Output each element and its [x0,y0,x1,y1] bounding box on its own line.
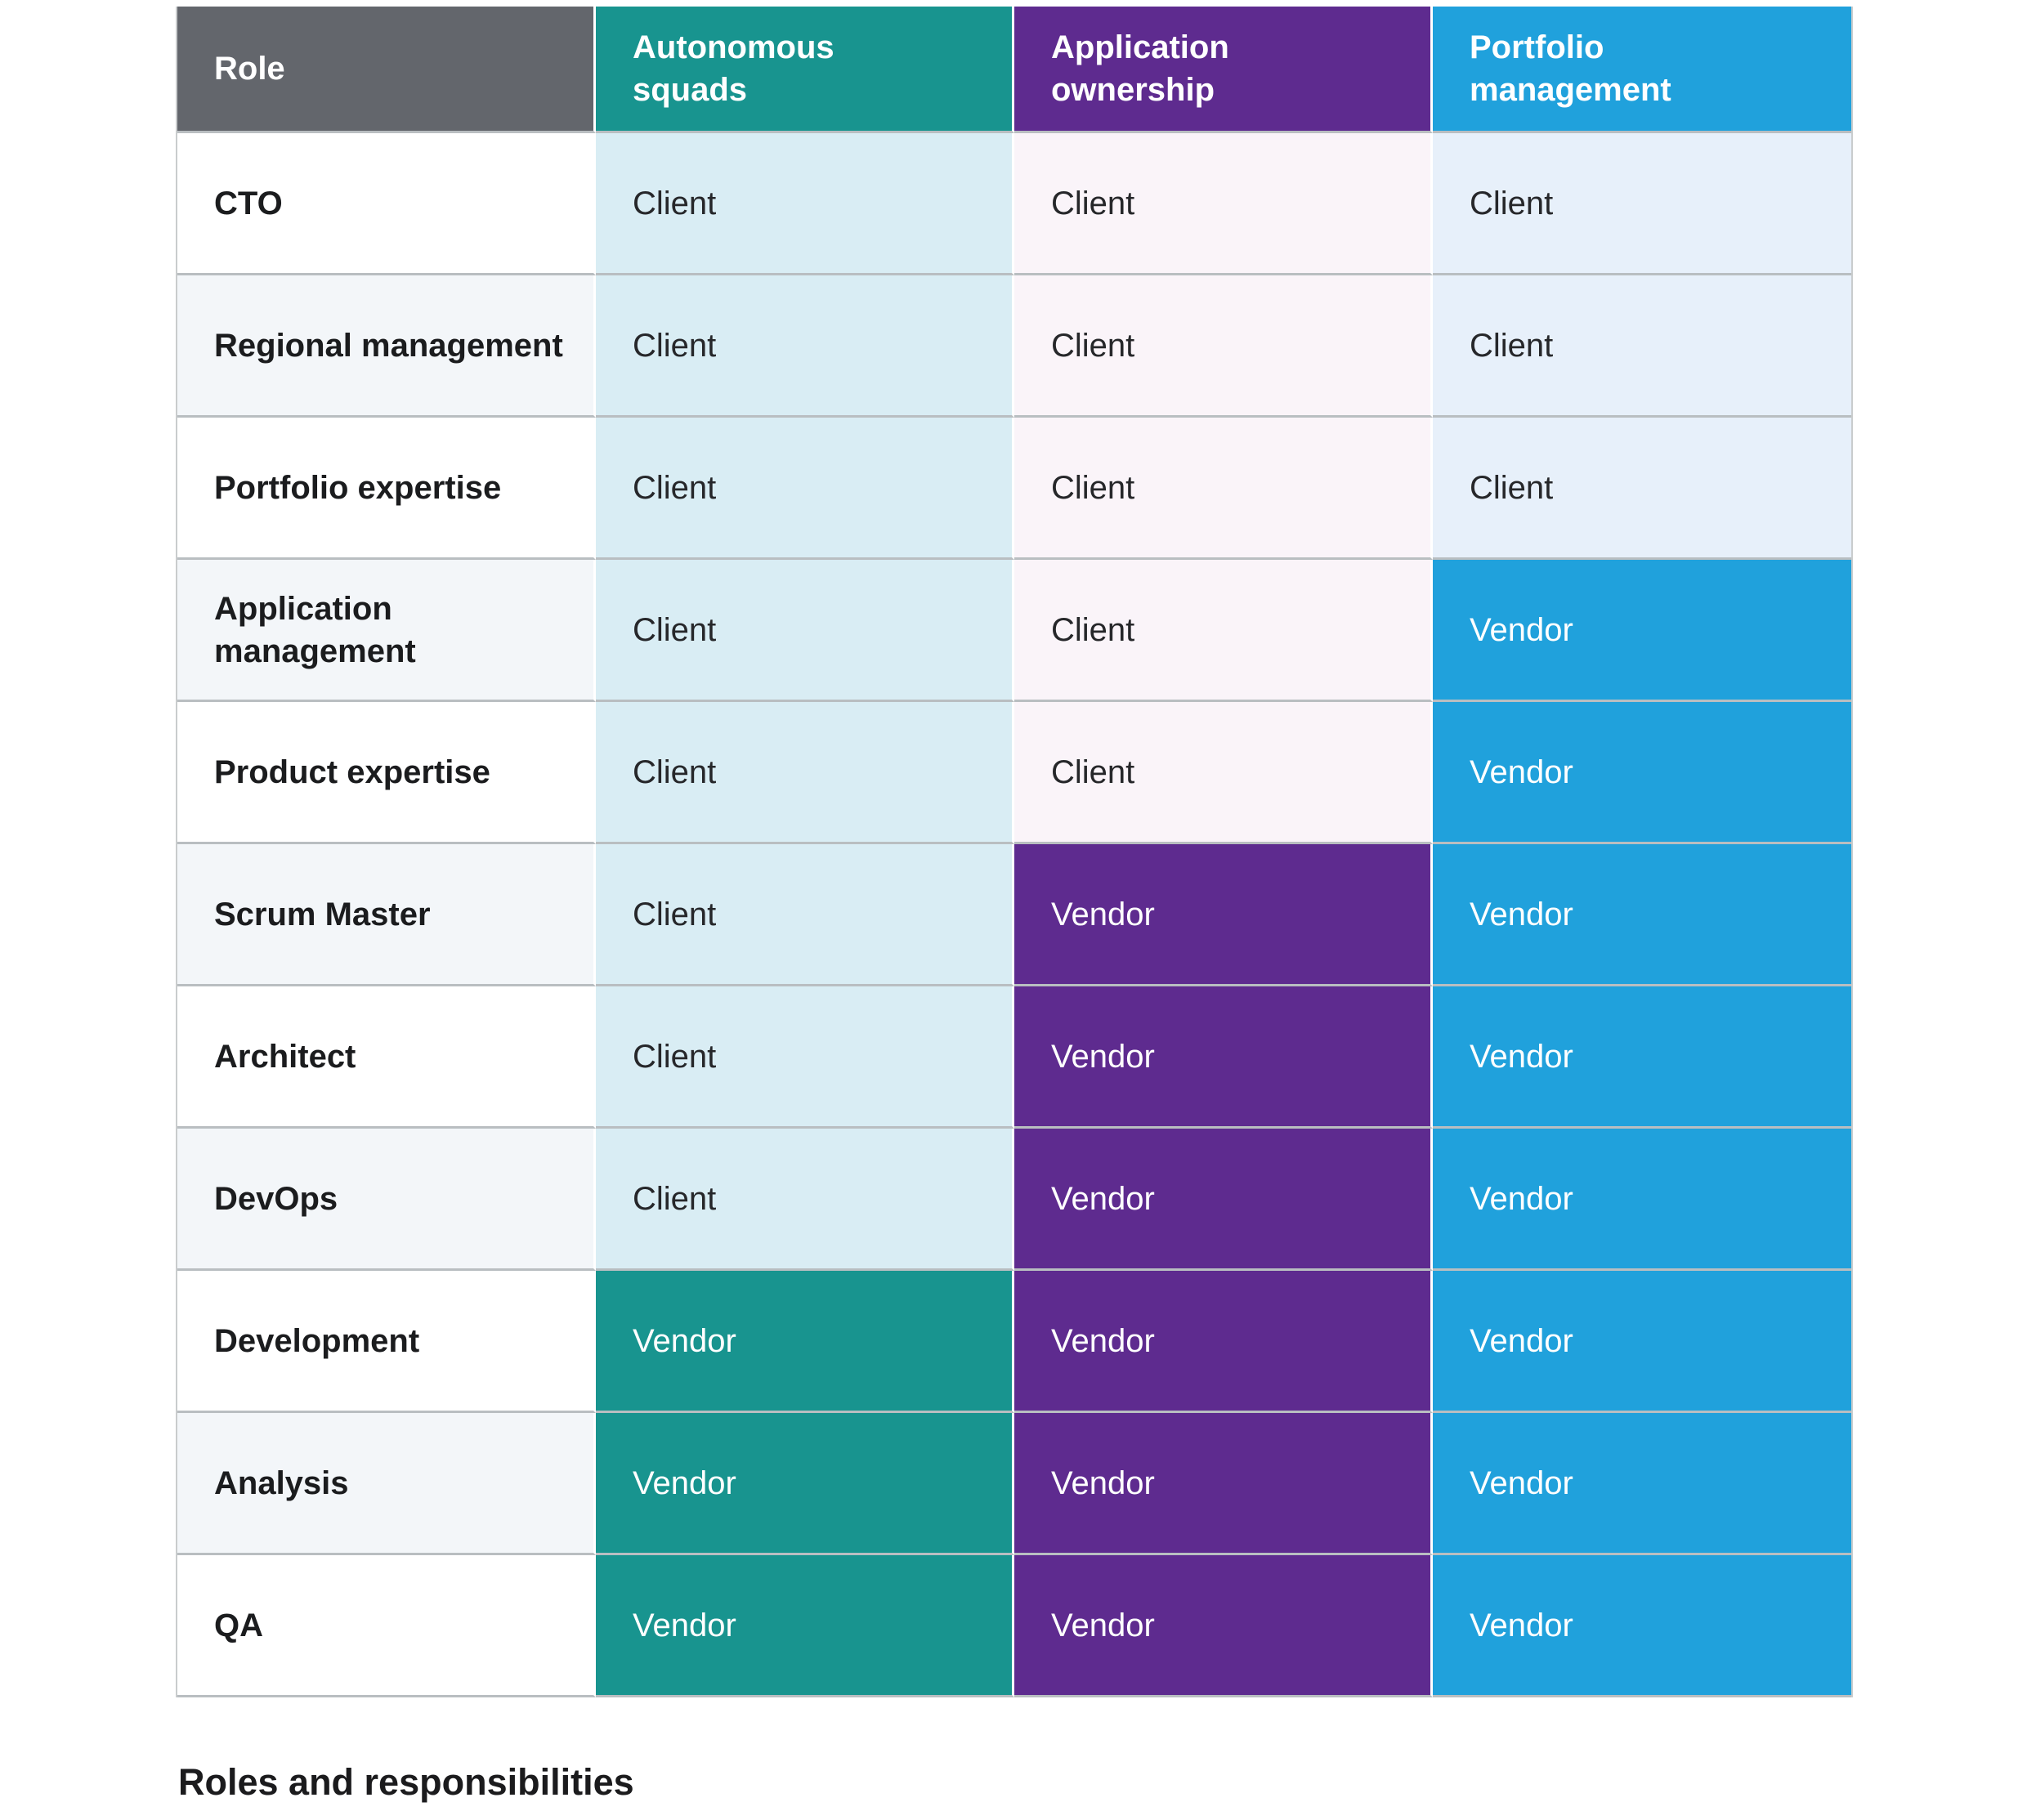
assignment-cell: Vendor [1433,1271,1851,1413]
assignment-cell: Vendor [1433,986,1851,1129]
column-header-application-ownership: Application ownership [1014,7,1433,133]
assignment-cell: Client [1014,702,1433,844]
role-cell: Application management [177,560,596,702]
assignment-cell: Vendor [1433,1413,1851,1555]
assignment-cell: Vendor [596,1555,1014,1697]
assignment-cell: Client [1014,560,1433,702]
role-cell: QA [177,1555,596,1697]
assignment-cell: Client [596,844,1014,986]
table-header-row: Role Autonomous squads Application owner… [177,7,1851,133]
role-cell: Portfolio expertise [177,418,596,560]
table-row: Analysis Vendor Vendor Vendor [177,1413,1851,1555]
column-header-label: Portfolio management [1470,29,1671,108]
table-row: Scrum Master Client Vendor Vendor [177,844,1851,986]
role-cell: Product expertise [177,702,596,844]
assignment-cell: Vendor [1014,1555,1433,1697]
assignment-cell: Vendor [1433,1555,1851,1697]
column-header-portfolio-management: Portfolio management [1433,7,1851,133]
assignment-cell: Client [596,1129,1014,1271]
table-row: CTO Client Client Client [177,133,1851,275]
assignment-cell: Client [1014,275,1433,418]
assignment-cell: Client [1014,133,1433,275]
role-cell: CTO [177,133,596,275]
column-header-label: Role [214,51,285,87]
assignment-cell: Vendor [1433,702,1851,844]
table-body: CTO Client Client Client Regional management… [177,133,1851,1697]
table-row: Architect Client Vendor Vendor [177,986,1851,1129]
assignment-cell: Vendor [1014,1413,1433,1555]
column-header-label: Application ownership [1051,29,1229,108]
assignment-cell: Client [596,133,1014,275]
assignment-cell: Client [596,702,1014,844]
assignment-cell: Client [596,560,1014,702]
assignment-cell: Vendor [1014,986,1433,1129]
assignment-cell: Client [1433,275,1851,418]
table-row: Development Vendor Vendor Vendor [177,1271,1851,1413]
role-cell: Development [177,1271,596,1413]
table-row: DevOps Client Vendor Vendor [177,1129,1851,1271]
assignment-cell: Vendor [1433,1129,1851,1271]
table-row: Application management Client Client Vendor [177,560,1851,702]
table-row: QA Vendor Vendor Vendor [177,1555,1851,1697]
column-header-autonomous-squads: Autonomous squads [596,7,1014,133]
assignment-cell: Vendor [596,1271,1014,1413]
assignment-cell: Vendor [1014,1271,1433,1413]
column-header-label: Autonomous squads [633,29,835,108]
assignment-cell: Vendor [1433,560,1851,702]
assignment-cell: Vendor [1014,1129,1433,1271]
column-header-role: Role [177,7,596,133]
assignment-cell: Client [596,986,1014,1129]
role-cell: Architect [177,986,596,1129]
assignment-cell: Vendor [1014,844,1433,986]
table-row: Portfolio expertise Client Client Client [177,418,1851,560]
assignment-cell: Client [596,275,1014,418]
assignment-cell: Client [1433,133,1851,275]
figure-caption: Roles and responsibilities [178,1761,634,1803]
assignment-cell: Client [1014,418,1433,560]
roles-responsibilities-table: Role Autonomous squads Application owner… [176,7,1853,1697]
assignment-cell: Client [596,418,1014,560]
role-cell: Scrum Master [177,844,596,986]
table-row: Product expertise Client Client Vendor [177,702,1851,844]
table-row: Regional management Client Client Client [177,275,1851,418]
assignment-cell: Vendor [596,1413,1014,1555]
role-cell: Regional management [177,275,596,418]
role-cell: Analysis [177,1413,596,1555]
role-cell: DevOps [177,1129,596,1271]
assignment-cell: Client [1433,418,1851,560]
assignment-cell: Vendor [1433,844,1851,986]
